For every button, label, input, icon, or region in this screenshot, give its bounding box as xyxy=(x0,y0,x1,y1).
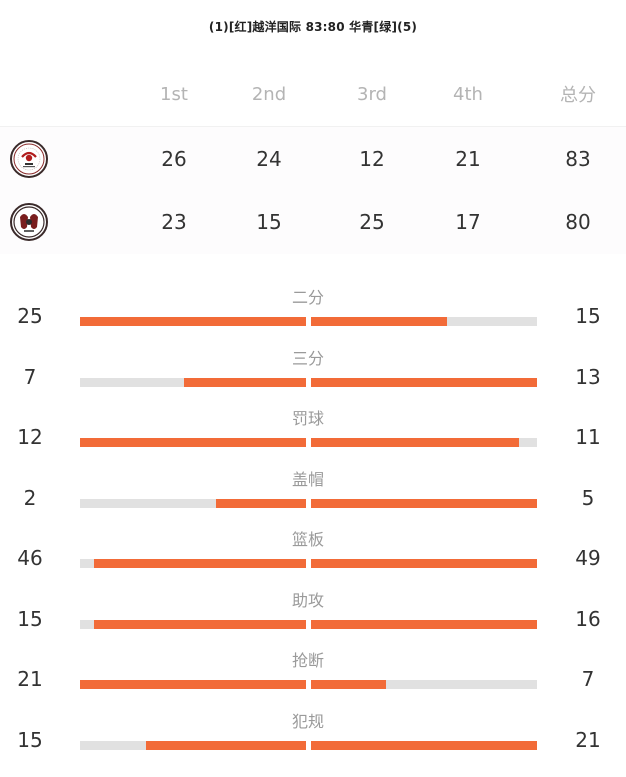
team-logo-huaqing-icon[interactable] xyxy=(10,203,48,241)
stat-row: 盖帽 2 5 xyxy=(0,464,626,525)
team-row-away: 23 15 25 17 80 xyxy=(0,190,626,254)
home-q1-score: 26 xyxy=(161,146,187,171)
stat-home-fill xyxy=(80,438,306,447)
stat-row: 助攻 15 16 xyxy=(0,585,626,646)
stat-away-bar xyxy=(311,619,537,629)
header-quarter-2: 2nd xyxy=(251,83,287,105)
away-q1-score: 23 xyxy=(161,210,187,234)
stat-away-value: 5 xyxy=(581,485,595,510)
header-team-cell xyxy=(0,62,58,126)
stat-home-bar xyxy=(80,740,306,750)
stat-home-fill xyxy=(145,740,306,750)
team-logo-cell xyxy=(0,190,58,254)
stat-away-value: 7 xyxy=(581,667,595,691)
stat-home-fill xyxy=(215,498,306,508)
stat-row: 抢断 21 7 xyxy=(0,645,626,706)
stat-label: 篮板 xyxy=(291,530,324,549)
away-total-score: 80 xyxy=(565,210,591,234)
stat-away-bar xyxy=(311,680,537,689)
stat-away-fill xyxy=(311,619,537,629)
stat-row: 三分 7 13 xyxy=(0,343,626,404)
header-quarter-1: 1st xyxy=(160,83,188,105)
score-table-header: 1st 2nd 3rd 4th 总分 xyxy=(0,62,626,126)
match-title: (1)[红]越洋国际 83:80 华青[绿](5) xyxy=(208,20,418,34)
stat-home-bar xyxy=(80,438,306,447)
stat-label: 犯规 xyxy=(291,711,324,731)
home-total-score: 83 xyxy=(565,146,591,171)
stat-away-value: 49 xyxy=(575,546,601,570)
stat-label: 助攻 xyxy=(291,590,324,610)
home-q2-score: 24 xyxy=(256,146,282,171)
stat-home-bar xyxy=(80,619,306,629)
home-q3-score: 12 xyxy=(359,146,385,171)
stat-away-fill xyxy=(311,377,537,387)
stat-home-value: 7 xyxy=(23,364,37,389)
stat-home-fill xyxy=(183,377,306,387)
stat-row: 二分 25 15 xyxy=(0,282,626,343)
stats-comparison: 二分 25 15 三分 7 13 罚球 12 11 盖帽 2 5 篮板 46 4… xyxy=(0,282,626,766)
stat-label: 罚球 xyxy=(291,409,324,428)
stat-home-bar xyxy=(80,377,306,387)
team-row-home: 26 24 12 21 83 xyxy=(0,126,626,190)
stat-home-value: 2 xyxy=(23,485,37,510)
stat-away-bar xyxy=(311,559,537,568)
stat-home-bar xyxy=(80,680,306,689)
team-logo-cell xyxy=(0,127,58,190)
stat-row: 犯规 15 21 xyxy=(0,706,626,767)
stat-row: 罚球 12 11 xyxy=(0,403,626,464)
stat-label: 二分 xyxy=(291,288,324,307)
stat-away-value: 16 xyxy=(575,606,601,631)
stat-home-value: 15 xyxy=(17,727,43,752)
stat-away-value: 21 xyxy=(575,727,601,752)
stat-away-fill xyxy=(311,680,386,689)
stat-away-value: 11 xyxy=(575,425,601,449)
stat-home-fill xyxy=(93,619,306,629)
header-quarter-4: 4th xyxy=(453,83,483,105)
stat-away-bar xyxy=(311,317,537,326)
stat-label: 抢断 xyxy=(291,651,324,670)
home-q4-score: 21 xyxy=(455,146,481,171)
header-total: 总分 xyxy=(560,85,596,106)
stat-away-bar xyxy=(311,438,537,447)
stat-home-fill xyxy=(80,317,306,326)
stat-away-value: 13 xyxy=(575,364,601,389)
stat-home-bar xyxy=(80,559,306,568)
stat-away-bar xyxy=(311,740,537,750)
stat-label: 盖帽 xyxy=(291,469,324,489)
stat-home-value: 21 xyxy=(17,667,43,691)
stat-away-fill xyxy=(311,438,519,447)
stat-away-bar xyxy=(311,377,537,387)
score-table: 1st 2nd 3rd 4th 总分 26 24 12 21 83 xyxy=(0,62,626,254)
stat-home-bar xyxy=(80,317,306,326)
stat-row: 篮板 46 49 xyxy=(0,524,626,585)
team-logo-yueyang-icon[interactable] xyxy=(10,139,48,178)
stat-home-bar xyxy=(80,498,306,508)
stat-home-value: 15 xyxy=(17,606,43,631)
stat-away-fill xyxy=(311,498,537,508)
stat-away-bar xyxy=(311,498,537,508)
stat-home-fill xyxy=(93,559,306,568)
stat-away-fill xyxy=(311,740,537,750)
stat-away-fill xyxy=(311,317,447,326)
away-q4-score: 17 xyxy=(455,210,481,234)
stat-label: 三分 xyxy=(291,348,324,368)
away-q2-score: 15 xyxy=(256,210,282,234)
stat-home-value: 25 xyxy=(17,304,43,328)
stat-home-value: 12 xyxy=(17,425,43,449)
stat-away-value: 15 xyxy=(575,304,601,328)
header-quarter-3: 3rd xyxy=(357,83,387,105)
stat-away-fill xyxy=(311,559,537,568)
stat-home-fill xyxy=(80,680,306,689)
stat-home-value: 46 xyxy=(17,546,43,570)
away-q3-score: 25 xyxy=(359,210,385,234)
